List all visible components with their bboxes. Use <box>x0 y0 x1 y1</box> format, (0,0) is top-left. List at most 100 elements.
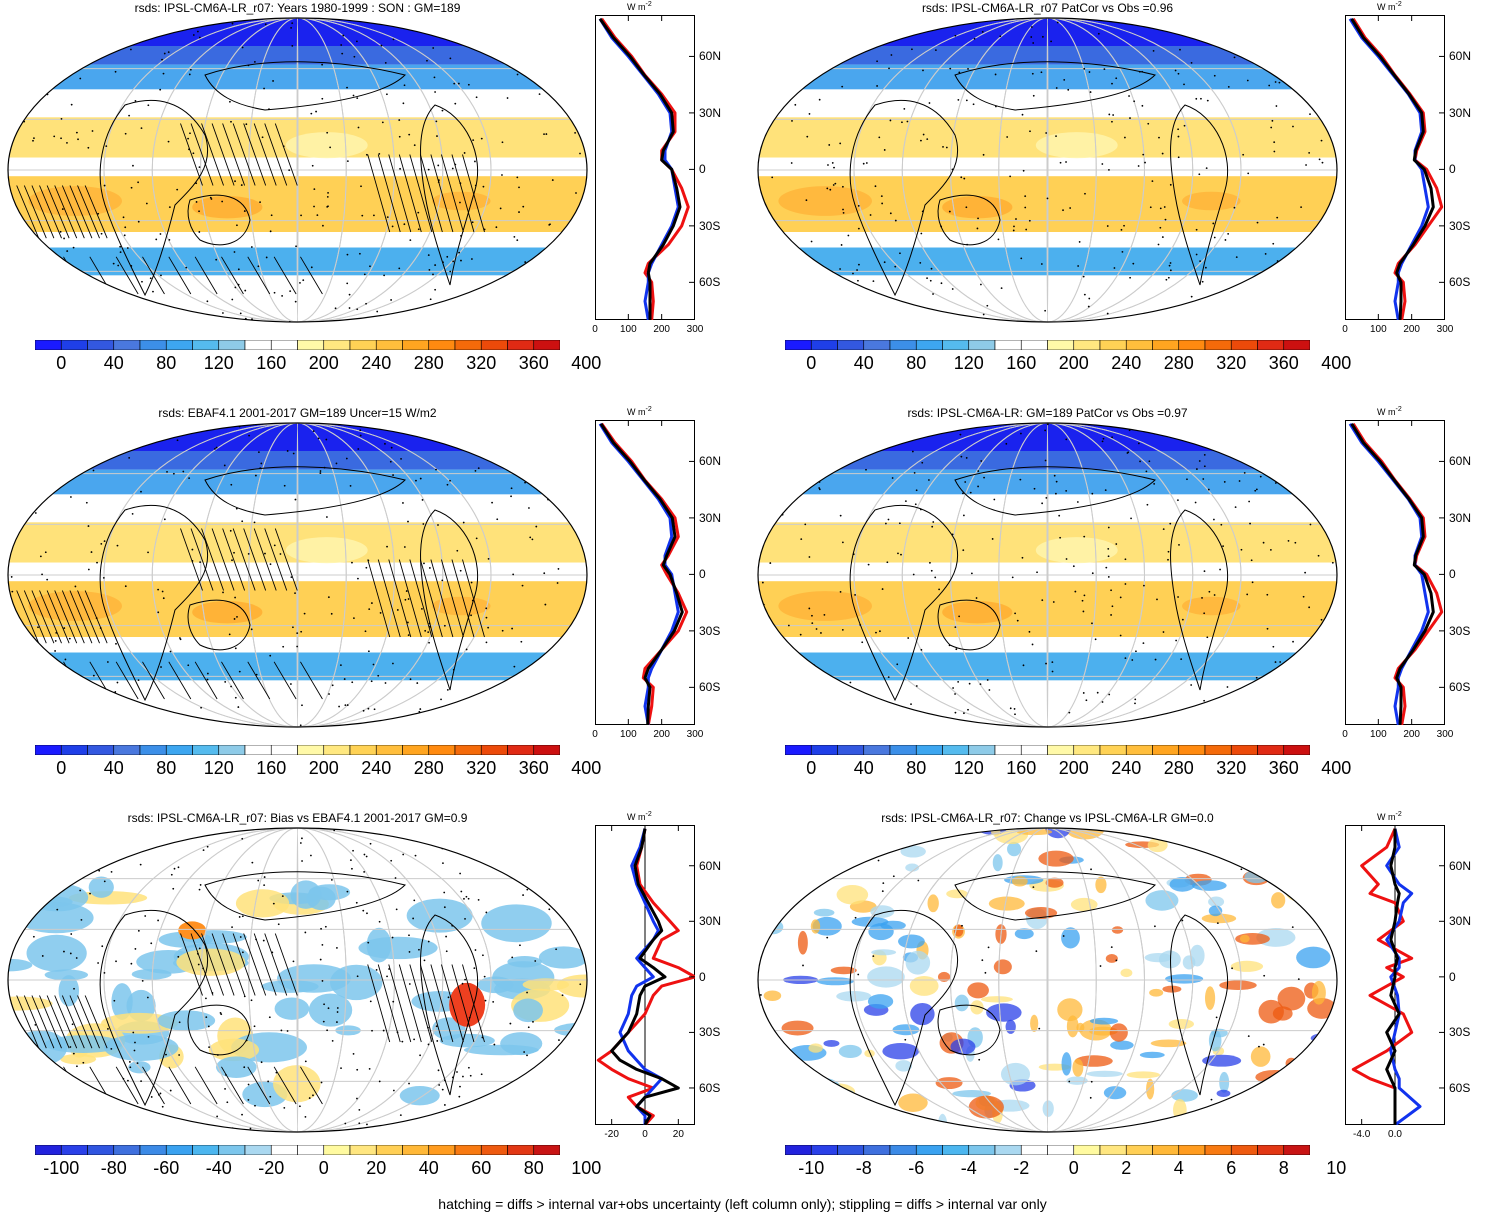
colorbar-label: 280 <box>413 353 444 373</box>
hatch-line <box>243 933 267 996</box>
stipple-dot <box>885 312 888 315</box>
stipple-dot <box>1158 136 1160 139</box>
stipple-dot <box>257 265 260 268</box>
stipple-dot <box>818 487 821 489</box>
hatch-line <box>31 590 55 644</box>
stipple-dot <box>462 521 465 524</box>
stipple-dot <box>157 919 159 922</box>
stipple-dot <box>872 280 875 283</box>
stipple-dot <box>145 202 148 205</box>
colorbar-swatch <box>533 340 560 350</box>
stipple-dot <box>760 649 762 652</box>
colorbar-label: 240 <box>1111 353 1142 373</box>
stipple-dot <box>419 477 422 480</box>
stipple-dot <box>178 637 181 639</box>
stipple-dot <box>1177 596 1179 598</box>
map-blob <box>1208 896 1225 908</box>
stipple-dot <box>1201 280 1204 283</box>
stipple-dot <box>437 164 440 167</box>
profile-ylabel: 30S <box>699 1025 721 1040</box>
coastline <box>849 504 959 702</box>
colorbar-swatch <box>1283 340 1310 350</box>
colorbar-label: -80 <box>100 1158 127 1178</box>
stipple-dot <box>954 626 957 629</box>
stipple-dot <box>1130 517 1132 520</box>
stipple-dot <box>584 1007 587 1010</box>
stipple-dot <box>930 569 933 572</box>
colorbar-swatch <box>810 745 838 755</box>
map-blob <box>1109 1023 1128 1042</box>
stipple-dot <box>463 152 466 154</box>
stipple-dot <box>1203 570 1206 573</box>
stipple-dot <box>442 840 445 843</box>
stipple-dot <box>441 579 444 582</box>
profile-xlabel: 0 <box>1342 729 1348 740</box>
hatch-line <box>39 995 62 1049</box>
map-outline <box>757 17 1338 323</box>
map-blob <box>1000 1062 1031 1086</box>
stipple-dot <box>319 470 322 472</box>
stipple-dot <box>1247 1035 1250 1038</box>
stipple-dot <box>299 724 302 727</box>
stipple-dot <box>1108 693 1111 696</box>
stipple-dot <box>475 96 478 99</box>
stipple-dot <box>74 585 77 588</box>
stipple-dot <box>465 895 468 898</box>
stipple-dot <box>532 1020 534 1023</box>
stipple-dot <box>1227 85 1230 88</box>
stipple-dot <box>1065 161 1067 163</box>
stipple-dot <box>1263 292 1265 295</box>
stipple-dot <box>1293 61 1296 64</box>
map-blob <box>1057 998 1083 1022</box>
colorbar-swatch <box>968 745 996 755</box>
stipple-dot <box>574 131 577 134</box>
stipple-dot <box>355 40 358 43</box>
stipple-dot <box>437 524 439 526</box>
stipple-dot <box>336 1011 339 1013</box>
stipple-dot <box>1110 589 1112 592</box>
profile-ylabel: 30S <box>1449 1025 1471 1040</box>
stipple-dot <box>101 945 104 948</box>
stipple-dot <box>1055 135 1057 138</box>
hatch-line <box>84 590 108 644</box>
stipple-dot <box>141 280 143 283</box>
stipple-dot <box>32 139 34 142</box>
stipple-dot <box>380 44 383 47</box>
stipple-dot <box>1187 834 1190 837</box>
stipple-dot <box>543 572 546 575</box>
stipple-dot <box>834 182 837 185</box>
colorbar-swatch <box>244 1145 272 1155</box>
map-blob <box>1005 1019 1016 1034</box>
stipple-dot <box>1317 284 1320 287</box>
stipple-dot <box>326 195 329 198</box>
stipple-dot <box>526 1054 528 1057</box>
stipple-dot <box>8 926 10 929</box>
stipple-dot <box>384 442 386 445</box>
graticule-lon <box>200 828 395 1132</box>
map-blob <box>758 896 764 903</box>
stipple-dot <box>443 906 446 909</box>
stipple-dot <box>1062 209 1064 212</box>
colorbar-swatch <box>454 745 482 755</box>
stipple-dot <box>331 1039 334 1042</box>
stipple-dot <box>808 113 811 115</box>
colorbar-label: 320 <box>466 758 497 778</box>
stipple-dot <box>358 252 361 255</box>
stipple-dot <box>569 31 572 33</box>
stipple-dot <box>254 474 257 477</box>
colorbar-swatch <box>863 745 891 755</box>
coastline <box>99 99 209 297</box>
hatch-line <box>377 964 401 1043</box>
stipple-dot <box>523 1051 526 1053</box>
stipple-dot <box>811 622 814 624</box>
stipple-dot <box>363 273 366 276</box>
stipple-dot <box>823 613 826 616</box>
stipple-dot <box>428 567 431 569</box>
stipple-dot <box>106 311 109 314</box>
stipple-dot <box>957 98 960 101</box>
stipple-dot <box>1161 152 1164 155</box>
stipple-dot <box>965 99 968 102</box>
stipple-dot <box>807 665 809 668</box>
stipple-dot <box>518 186 520 189</box>
stipple-dot <box>1013 708 1016 710</box>
